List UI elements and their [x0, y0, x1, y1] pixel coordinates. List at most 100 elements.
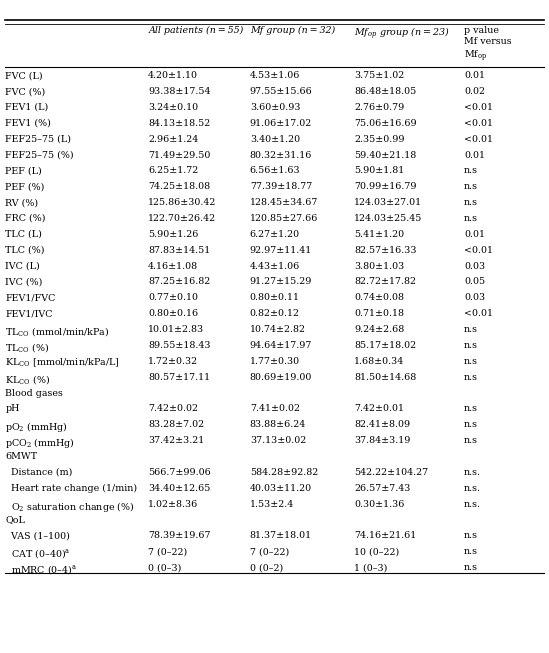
Text: n.s: n.s [464, 357, 478, 366]
Text: 124.03±25.45: 124.03±25.45 [354, 214, 423, 223]
Text: 94.64±17.97: 94.64±17.97 [250, 341, 312, 350]
Text: 0.82±0.12: 0.82±0.12 [250, 309, 300, 318]
Text: 0.02: 0.02 [464, 87, 485, 96]
Text: 34.40±12.65: 34.40±12.65 [148, 484, 211, 493]
Text: 0 (0–2): 0 (0–2) [250, 563, 283, 572]
Text: 566.7±99.06: 566.7±99.06 [148, 468, 211, 477]
Text: 2.35±0.99: 2.35±0.99 [354, 135, 405, 144]
Text: O$_{\mathregular{2}}$ saturation change (%): O$_{\mathregular{2}}$ saturation change … [5, 500, 135, 514]
Text: Mf group (n = 32): Mf group (n = 32) [250, 26, 335, 35]
Text: n.s: n.s [464, 563, 478, 572]
Text: 7.42±0.01: 7.42±0.01 [354, 404, 404, 413]
Text: 97.55±15.66: 97.55±15.66 [250, 87, 312, 96]
Text: 0.30±1.36: 0.30±1.36 [354, 500, 405, 509]
Text: 80.57±17.11: 80.57±17.11 [148, 373, 210, 381]
Text: 7.41±0.02: 7.41±0.02 [250, 404, 300, 413]
Text: PEF (%): PEF (%) [5, 182, 45, 191]
Text: mMRC (0–4)$^{\mathregular{a}}$: mMRC (0–4)$^{\mathregular{a}}$ [5, 563, 78, 576]
Text: IVC (%): IVC (%) [5, 278, 43, 287]
Text: n.s: n.s [464, 214, 478, 223]
Text: IVC (L): IVC (L) [5, 262, 40, 270]
Text: 9.24±2.68: 9.24±2.68 [354, 325, 405, 334]
Text: FEF25–75 (%): FEF25–75 (%) [5, 150, 74, 159]
Text: 37.42±3.21: 37.42±3.21 [148, 436, 204, 445]
Text: 91.27±15.29: 91.27±15.29 [250, 278, 312, 287]
Text: CAT (0–40)$^{\mathregular{a}}$: CAT (0–40)$^{\mathregular{a}}$ [5, 547, 71, 560]
Text: 1 (0–3): 1 (0–3) [354, 563, 388, 572]
Text: n.s: n.s [464, 182, 478, 191]
Text: 85.17±18.02: 85.17±18.02 [354, 341, 416, 350]
Text: 81.50±14.68: 81.50±14.68 [354, 373, 416, 381]
Text: PEF (L): PEF (L) [5, 167, 42, 176]
Text: 6MWT: 6MWT [5, 452, 37, 461]
Text: 4.43±1.06: 4.43±1.06 [250, 262, 300, 270]
Text: 128.45±34.67: 128.45±34.67 [250, 198, 318, 207]
Text: FEF25–75 (L): FEF25–75 (L) [5, 135, 71, 144]
Text: 10.74±2.82: 10.74±2.82 [250, 325, 306, 334]
Text: pH: pH [5, 404, 20, 413]
Text: 0 (0–3): 0 (0–3) [148, 563, 182, 572]
Text: FEV1/FVC: FEV1/FVC [5, 293, 56, 302]
Text: 82.41±8.09: 82.41±8.09 [354, 421, 410, 429]
Text: 78.39±19.67: 78.39±19.67 [148, 532, 211, 540]
Text: 0.03: 0.03 [464, 293, 485, 302]
Text: 0.05: 0.05 [464, 278, 485, 287]
Text: TLC (L): TLC (L) [5, 230, 42, 239]
Text: pCO$_{\mathregular{2}}$ (mmHg): pCO$_{\mathregular{2}}$ (mmHg) [5, 436, 75, 450]
Text: 584.28±92.82: 584.28±92.82 [250, 468, 318, 477]
Text: 3.40±1.20: 3.40±1.20 [250, 135, 300, 144]
Text: <0.01: <0.01 [464, 119, 493, 128]
Text: 5.90±1.81: 5.90±1.81 [354, 167, 405, 176]
Text: 0.74±0.08: 0.74±0.08 [354, 293, 404, 302]
Text: 4.16±1.08: 4.16±1.08 [148, 262, 198, 270]
Text: QoL: QoL [5, 515, 25, 524]
Text: 74.16±21.61: 74.16±21.61 [354, 532, 416, 540]
Text: 542.22±104.27: 542.22±104.27 [354, 468, 428, 477]
Text: n.s: n.s [464, 421, 478, 429]
Text: 1.02±8.36: 1.02±8.36 [148, 500, 199, 509]
Text: n.s.: n.s. [464, 484, 481, 493]
Text: KL$_{\mathregular{CO}}$ (%): KL$_{\mathregular{CO}}$ (%) [5, 373, 51, 386]
Text: n.s: n.s [464, 341, 478, 350]
Text: 82.57±16.33: 82.57±16.33 [354, 246, 417, 255]
Text: 0.80±0.11: 0.80±0.11 [250, 293, 300, 302]
Text: 6.27±1.20: 6.27±1.20 [250, 230, 300, 239]
Text: pO$_{\mathregular{2}}$ (mmHg): pO$_{\mathregular{2}}$ (mmHg) [5, 421, 68, 434]
Text: RV (%): RV (%) [5, 198, 38, 207]
Text: 80.69±19.00: 80.69±19.00 [250, 373, 312, 381]
Text: 77.39±18.77: 77.39±18.77 [250, 182, 312, 191]
Text: 120.85±27.66: 120.85±27.66 [250, 214, 318, 223]
Text: FVC (L): FVC (L) [5, 71, 43, 80]
Text: n.s: n.s [464, 167, 478, 176]
Text: 0.01: 0.01 [464, 230, 485, 239]
Text: 74.25±18.08: 74.25±18.08 [148, 182, 210, 191]
Text: 0.77±0.10: 0.77±0.10 [148, 293, 198, 302]
Text: p value
Mf versus
Mf$_{\mathregular{op}}$: p value Mf versus Mf$_{\mathregular{op}}… [464, 26, 512, 64]
Text: 1.72±0.32: 1.72±0.32 [148, 357, 198, 366]
Text: <0.01: <0.01 [464, 103, 493, 112]
Text: 6.25±1.72: 6.25±1.72 [148, 167, 199, 176]
Text: 2.96±1.24: 2.96±1.24 [148, 135, 199, 144]
Text: <0.01: <0.01 [464, 309, 493, 318]
Text: n.s: n.s [464, 198, 478, 207]
Text: n.s: n.s [464, 436, 478, 445]
Text: 0.01: 0.01 [464, 150, 485, 159]
Text: 59.40±21.18: 59.40±21.18 [354, 150, 416, 159]
Text: 89.55±18.43: 89.55±18.43 [148, 341, 211, 350]
Text: 26.57±7.43: 26.57±7.43 [354, 484, 411, 493]
Text: FEV1/IVC: FEV1/IVC [5, 309, 53, 318]
Text: 86.48±18.05: 86.48±18.05 [354, 87, 416, 96]
Text: 0.71±0.18: 0.71±0.18 [354, 309, 404, 318]
Text: 10 (0–22): 10 (0–22) [354, 547, 399, 556]
Text: KL$_{\mathregular{CO}}$ [mmol/min/kPa/L]: KL$_{\mathregular{CO}}$ [mmol/min/kPa/L] [5, 357, 120, 369]
Text: 10.01±2.83: 10.01±2.83 [148, 325, 204, 334]
Text: 37.84±3.19: 37.84±3.19 [354, 436, 411, 445]
Text: 71.49±29.50: 71.49±29.50 [148, 150, 211, 159]
Text: 4.20±1.10: 4.20±1.10 [148, 71, 198, 80]
Text: 0.80±0.16: 0.80±0.16 [148, 309, 198, 318]
Text: 3.60±0.93: 3.60±0.93 [250, 103, 300, 112]
Text: TL$_{\mathregular{CO}}$ (mmol/min/kPa): TL$_{\mathregular{CO}}$ (mmol/min/kPa) [5, 325, 110, 338]
Text: n.s: n.s [464, 532, 478, 540]
Text: 3.80±1.03: 3.80±1.03 [354, 262, 405, 270]
Text: 125.86±30.42: 125.86±30.42 [148, 198, 217, 207]
